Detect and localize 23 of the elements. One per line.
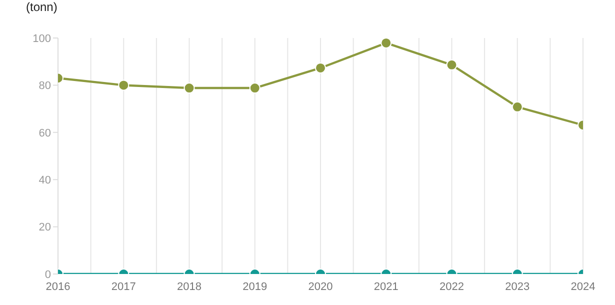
point — [315, 62, 326, 74]
x-tick-label: 2017 — [111, 280, 136, 293]
point — [184, 82, 195, 94]
x-tick-label: 2023 — [505, 280, 530, 293]
x-tick-label: 2016 — [46, 280, 70, 293]
y-tick-label: 80 — [38, 80, 51, 92]
point — [446, 59, 458, 70]
y-tick-label: 40 — [38, 174, 51, 187]
y-tick-label: 20 — [38, 222, 51, 234]
y-tick-label: 60 — [38, 127, 51, 140]
point — [512, 101, 523, 112]
point — [249, 82, 260, 94]
x-tick-label: 2019 — [242, 280, 268, 293]
y-tick-label: 100 — [32, 32, 51, 45]
x-tick-label: 2020 — [308, 280, 333, 293]
x-tick-label: 2018 — [177, 280, 202, 293]
x-tick-label: 2021 — [374, 280, 398, 293]
x-tick-label: 2024 — [570, 280, 596, 293]
y-tick-label: 0 — [44, 268, 51, 281]
point — [118, 80, 130, 91]
x-tick-label: 2022 — [440, 280, 464, 293]
point — [380, 38, 392, 48]
y-axis-title: (tonn) — [26, 0, 58, 14]
